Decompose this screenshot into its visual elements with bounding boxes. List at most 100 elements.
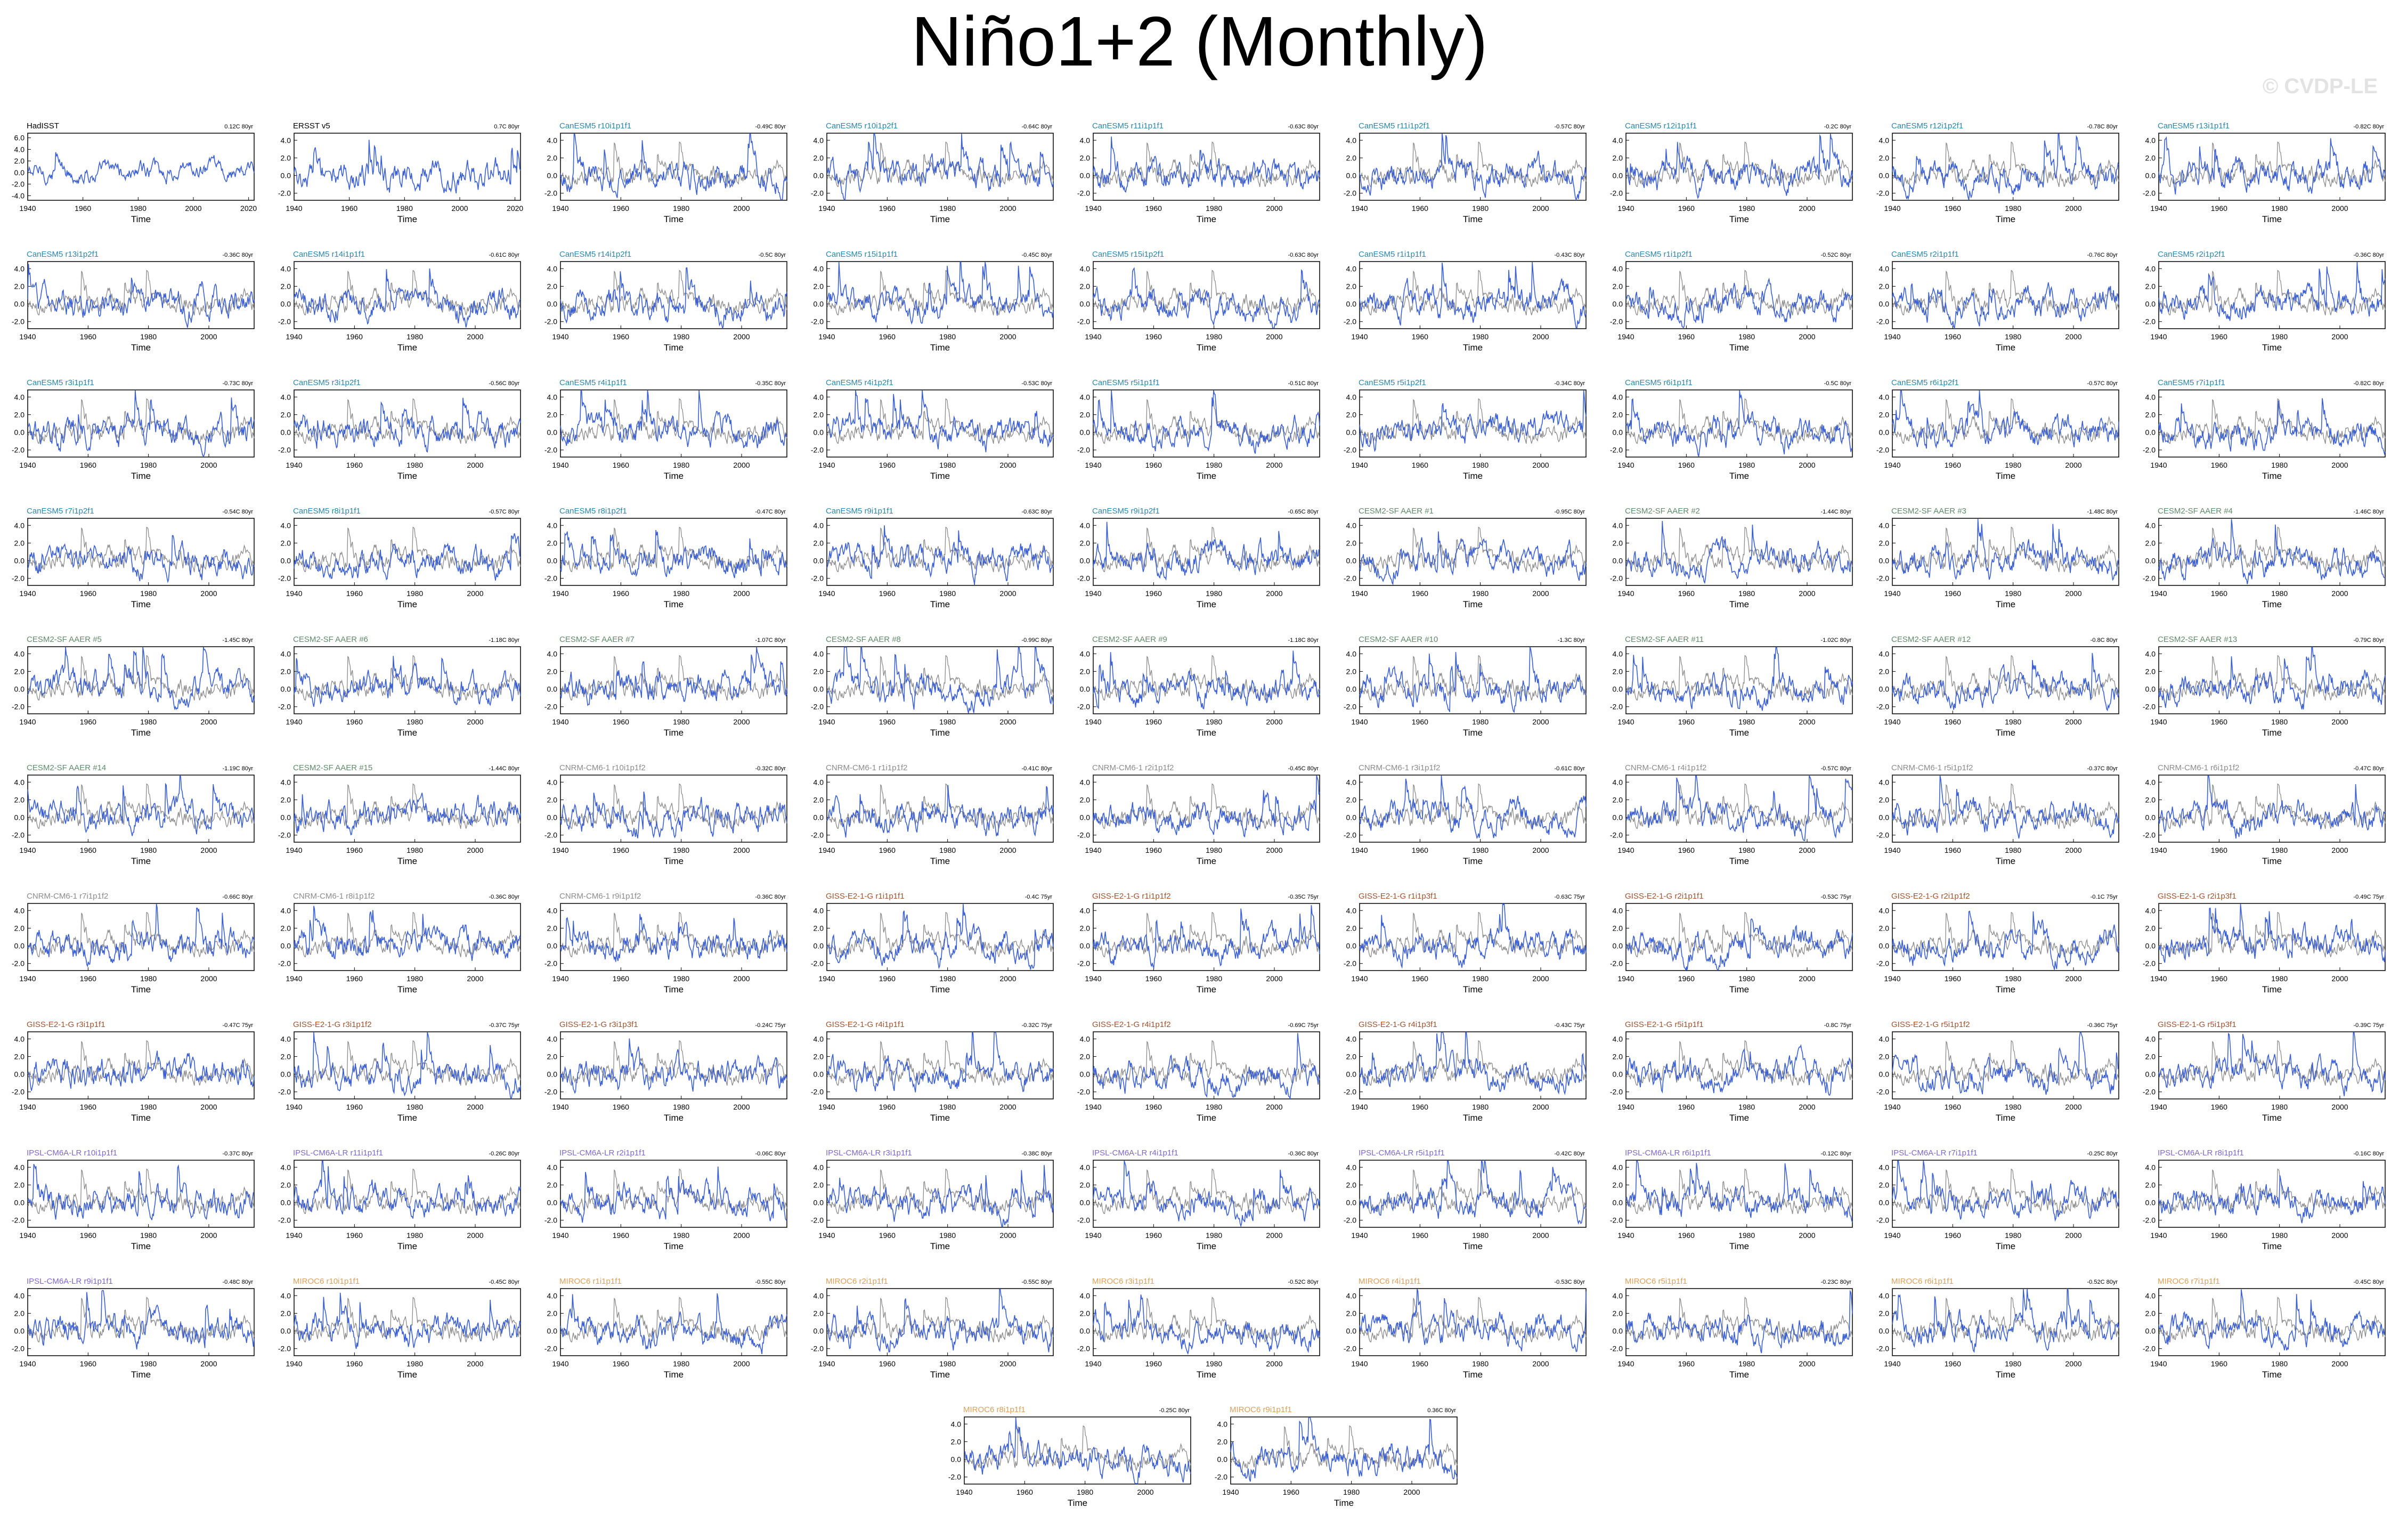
series-line [1625,133,1853,200]
chart-panel: MIROC6 r1i1p1f1 -0.55C 80yr -2.0 0.0 2.0 4.0 1… [533,1267,799,1396]
plot-frame [1625,1288,1853,1356]
panel-plot: -2.0 0.0 2.0 4.0 1940 1960 1980 2000 [2143,261,2386,341]
x-tick-label: 2000 [999,846,1016,854]
panel-trend: -0.63C 80yr [1288,252,1319,258]
y-tick-label: 4.0 [2145,136,2156,144]
plot-frame [826,1031,1054,1099]
x-tick-label: 1960 [1945,1231,1961,1240]
y-tick-label: 0.0 [1879,300,1890,308]
y-tick-label: -2.0 [278,959,291,968]
panel-plot: -2.0 0.0 2.0 4.0 1940 1960 1980 2000 [278,389,521,469]
y-tick-label: 4.0 [814,264,824,273]
y-tick-label: 2.0 [14,1180,25,1189]
series-line [560,914,787,962]
x-tick-label: 1940 [1351,1231,1368,1240]
plot-frame [560,1288,787,1356]
y-tick-label: 2.0 [547,667,558,675]
y-tick-label: -2.0 [12,574,25,583]
x-axis-label: Time [1462,343,1483,353]
x-tick-label: 1940 [2150,1103,2167,1111]
plot-frame [826,1288,1054,1356]
x-tick-label: 1940 [1351,1359,1368,1368]
x-tick-label: 1940 [286,846,302,854]
x-tick-label: 1960 [1945,1359,1961,1368]
x-tick-label: 1960 [1412,204,1428,213]
y-tick-label: 4.0 [14,906,25,915]
y-tick-label: 2.0 [2145,924,2156,932]
x-tick-label: 1940 [1617,1359,1634,1368]
panel-title: IPSL-CM6A-LR r8i1p1f1 [2158,1148,2244,1158]
x-axis-label: Time [1462,728,1483,738]
panel-trend: -0.06C 80yr [755,1151,786,1157]
y-tick-label: 4.0 [14,1291,25,1300]
panel-plot: -2.0 0.0 2.0 4.0 1940 1960 1980 2000 [811,133,1054,213]
y-tick-label: -2.0 [1077,317,1090,326]
y-tick-label: -2.0 [1344,1088,1356,1096]
chart-panel: GISS-E2-1-G r5i1p1f1 -0.8C 75yr -2.0 0.0 2.0… [1598,1011,1865,1139]
series-line [1093,390,1320,454]
chart-panel: CNRM-CM6-1 r5i1p1f2 -0.37C 80yr -2.0 0.0 2.0… [1865,754,2131,882]
plot-frame [2158,518,2386,586]
chart-panel: CESM2-SF AAER #9 -1.18C 80yr -2.0 0.0 2.0 4.0… [1066,625,1332,754]
panel-trend: -0.57C 80yr [1554,124,1585,130]
series-line [294,397,521,453]
x-axis-label: Time [930,728,950,738]
panel-title: CNRM-CM6-1 r6i1p1f2 [2158,763,2240,772]
y-tick-label: -2.0 [948,1473,961,1481]
x-tick-label: 1960 [2211,846,2227,854]
x-tick-label: 1960 [346,332,363,341]
y-tick-label: 4.0 [814,1291,824,1300]
panel-trend: -0.47C 80yr [2353,765,2384,772]
x-axis-label: Time [1196,471,1217,481]
y-tick-label: 4.0 [1080,1163,1091,1171]
y-tick-label: 2.0 [1613,1309,1623,1317]
x-tick-label: 1940 [19,332,36,341]
chart-panel: MIROC6 r3i1p1f1 -0.52C 80yr -2.0 0.0 2.0 4.0 1… [1066,1267,1332,1396]
x-tick-label: 1960 [80,332,96,341]
y-tick-label: 0.0 [1613,942,1623,950]
x-tick-label: 1980 [1472,1231,1489,1240]
plot-frame [2158,1160,2386,1228]
panel-plot: -2.0 0.0 2.0 4.0 1940 1960 1980 2000 [278,775,521,854]
x-axis-label: Time [1729,214,1750,224]
panel-plot: -2.0 0.0 2.0 4.0 1940 1960 1980 2000 [1344,133,1587,213]
series-line-observed [1093,783,1320,829]
x-tick-label: 1940 [818,846,835,854]
x-tick-label: 1980 [1738,846,1755,854]
x-tick-label: 1960 [80,589,96,598]
y-tick-label: 0.0 [281,172,291,180]
x-axis-label: Time [131,471,151,481]
panel-trend: -0.43C 80yr [1554,252,1585,258]
y-tick-label: 4.0 [814,393,824,401]
x-tick-label: 1960 [879,589,896,598]
plot-frame [27,518,255,586]
x-tick-label: 1960 [1412,1231,1428,1240]
y-tick-label: -2.0 [1344,446,1356,454]
y-tick-label: 4.0 [1879,264,1890,273]
panel-title: IPSL-CM6A-LR r3i1p1f1 [826,1148,912,1158]
chart-panel: GISS-E2-1-G r2i1p1f2 -0.1C 75yr -2.0 0.0 2.0… [1865,882,2131,1011]
y-tick-label: 4.0 [2145,906,2156,915]
x-tick-label: 1980 [2271,974,2288,983]
x-tick-label: 1940 [1085,332,1101,341]
panel-trend: -0.52C 80yr [2087,1279,2118,1285]
y-tick-label: 2.0 [281,1180,291,1189]
y-tick-label: -4.0 [12,191,25,200]
y-tick-label: 4.0 [1080,1291,1091,1300]
panel-plot: -2.0 0.0 2.0 4.0 1940 1960 1980 2000 [12,518,255,598]
chart-panel: CESM2-SF AAER #2 -1.44C 80yr -2.0 0.0 2.0 4.0… [1598,497,1865,625]
x-tick-label: 1980 [673,718,689,726]
series-line-observed [2158,1040,2386,1086]
x-tick-label: 1940 [956,1488,972,1496]
plot-frame [1359,1160,1587,1228]
x-tick-label: 1940 [552,589,568,598]
chart-panel: CESM2-SF AAER #8 -0.99C 80yr -2.0 0.0 2.0 4.0… [799,625,1066,754]
x-axis-label: Time [2262,471,2282,481]
y-tick-label: -2.0 [1077,703,1090,711]
y-tick-label: -2.0 [1344,959,1356,968]
y-tick-label: 4.0 [547,906,558,915]
panel-trend: -0.45C 80yr [1021,252,1052,258]
x-tick-label: 1960 [879,974,896,983]
x-tick-label: 2000 [999,718,1016,726]
x-tick-label: 1940 [1085,846,1101,854]
